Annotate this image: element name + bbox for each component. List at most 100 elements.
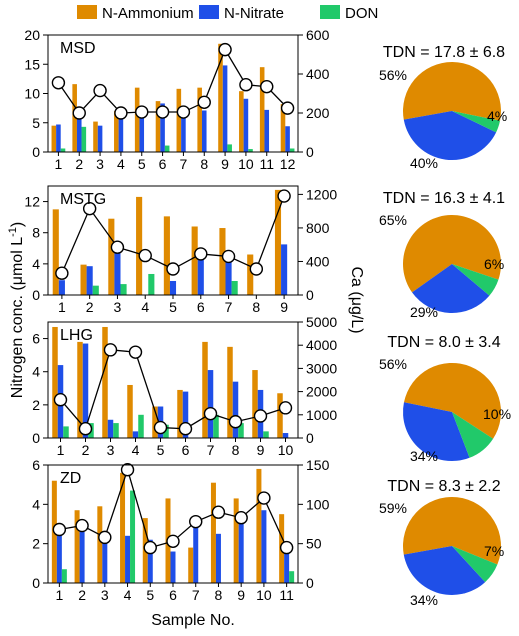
bar bbox=[225, 254, 232, 295]
y-tick-label: 10 bbox=[24, 86, 40, 102]
y-tick-label: 6 bbox=[32, 331, 40, 347]
pie-lhg: TDN = 8.0 ± 3.4 56% 34% 10% bbox=[379, 334, 511, 464]
y2-tick-label: 150 bbox=[306, 457, 330, 473]
x-tick-label: 5 bbox=[169, 299, 177, 315]
y-tick-label: 2 bbox=[32, 397, 40, 413]
x-tick-label: 7 bbox=[180, 156, 188, 172]
legend-swatch bbox=[320, 5, 340, 19]
x-tick-label: 3 bbox=[96, 156, 104, 172]
bar bbox=[202, 341, 208, 438]
bar bbox=[114, 248, 121, 295]
bar bbox=[239, 91, 244, 152]
y2-tick-label: 600 bbox=[306, 27, 330, 43]
ca-point bbox=[72, 106, 86, 120]
y-axis-label-left-sup: -1 bbox=[7, 227, 19, 237]
bar bbox=[132, 431, 139, 438]
bar bbox=[243, 98, 249, 152]
bar bbox=[227, 144, 232, 152]
y2-tick-label: 800 bbox=[306, 220, 330, 236]
bar bbox=[58, 280, 65, 295]
bar bbox=[197, 256, 204, 295]
y-tick-label: 0 bbox=[32, 144, 40, 160]
ca-point bbox=[278, 401, 293, 415]
bar bbox=[120, 284, 127, 295]
bar bbox=[261, 510, 267, 583]
x-tick-label: 11 bbox=[279, 587, 294, 603]
x-tick-label: 2 bbox=[75, 156, 83, 172]
y-tick-label: 4 bbox=[32, 496, 40, 512]
panel-label: MSD bbox=[60, 40, 96, 57]
ca-point bbox=[249, 262, 264, 276]
y2-tick-label: 400 bbox=[306, 66, 330, 82]
ca-point bbox=[239, 78, 253, 92]
x-tick-label: 9 bbox=[257, 442, 265, 458]
pie-slice bbox=[452, 264, 499, 296]
ca-point bbox=[155, 105, 170, 119]
y2-tick-label: 4000 bbox=[306, 337, 337, 353]
ca-point bbox=[194, 247, 208, 261]
pie-pct-nitrate: 34% bbox=[410, 448, 438, 464]
ca-point bbox=[78, 422, 93, 436]
ca-point bbox=[211, 505, 226, 519]
bar bbox=[148, 273, 155, 295]
bar bbox=[97, 125, 103, 152]
bar bbox=[134, 87, 140, 152]
bar bbox=[227, 346, 233, 438]
pie-slice bbox=[452, 111, 501, 133]
bar bbox=[92, 285, 99, 295]
ca-point bbox=[203, 406, 218, 421]
bar bbox=[259, 67, 265, 152]
x-tick-label: 10 bbox=[278, 442, 294, 458]
ca-point bbox=[218, 42, 232, 57]
panel-label: ZD bbox=[60, 470, 81, 487]
ca-point bbox=[176, 105, 191, 119]
pie-mstg: TDN = 16.3 ± 4.1 65% 29% 6% bbox=[379, 190, 505, 320]
bar bbox=[280, 104, 286, 152]
bar bbox=[52, 326, 58, 438]
bar bbox=[72, 84, 77, 152]
bar bbox=[281, 244, 288, 295]
x-tick-label: 6 bbox=[197, 299, 205, 315]
panel-label: MSTG bbox=[60, 191, 106, 208]
y-tick-label: 8 bbox=[32, 225, 40, 241]
bar bbox=[102, 326, 108, 438]
bar bbox=[181, 105, 186, 152]
bar bbox=[263, 431, 269, 438]
x-tick-label: 7 bbox=[192, 587, 200, 603]
ca-point bbox=[98, 530, 112, 545]
y-tick-label: 6 bbox=[32, 457, 40, 473]
x-tick-label: 2 bbox=[82, 442, 90, 458]
bar bbox=[93, 121, 98, 152]
x-tick-label: 5 bbox=[146, 587, 154, 603]
x-tick-label: 1 bbox=[55, 156, 63, 172]
y2-tick-label: 5000 bbox=[306, 314, 337, 330]
ca-line bbox=[60, 349, 286, 431]
x-tick-label: 1 bbox=[57, 442, 65, 458]
bar bbox=[213, 414, 219, 438]
ca-point bbox=[103, 343, 118, 357]
bar bbox=[232, 381, 239, 438]
ca-point bbox=[189, 514, 203, 529]
bar bbox=[74, 510, 80, 583]
bar bbox=[52, 209, 59, 295]
bar bbox=[136, 196, 143, 295]
bar bbox=[277, 393, 283, 438]
legend-swatch bbox=[77, 5, 97, 19]
bar bbox=[130, 490, 136, 583]
x-tick-label: 9 bbox=[221, 156, 229, 172]
bar bbox=[252, 370, 258, 438]
ca-point bbox=[75, 518, 89, 533]
bar bbox=[120, 472, 126, 583]
legend-swatch bbox=[199, 5, 219, 19]
bar bbox=[201, 110, 207, 152]
pie-slice bbox=[403, 214, 502, 293]
ca-point bbox=[120, 463, 135, 477]
bar bbox=[210, 482, 216, 583]
bar bbox=[231, 280, 238, 295]
x-axis-label: Sample No. bbox=[151, 612, 235, 629]
x-tick-label: 12 bbox=[280, 156, 296, 172]
pie-pct-don: 4% bbox=[487, 108, 507, 124]
y-tick-label: 4 bbox=[32, 256, 40, 272]
bar bbox=[247, 254, 254, 295]
